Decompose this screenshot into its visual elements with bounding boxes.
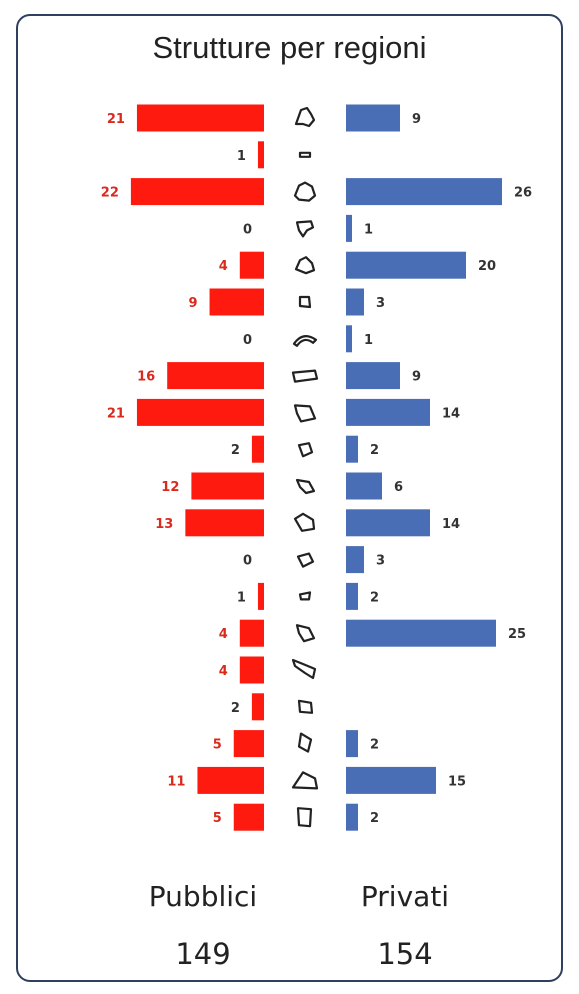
region-map-icon (295, 478, 316, 495)
region-map-icon (297, 699, 314, 714)
label-privati-value: 1 (364, 222, 373, 237)
bar-pubblici (167, 362, 264, 390)
total-privati: 154 (377, 937, 433, 971)
bar-pubblici (233, 730, 264, 758)
label-pubblici-value: 4 (219, 627, 228, 642)
label-privati-value: 9 (412, 112, 421, 127)
chart-title: Strutture per regioni (152, 30, 427, 65)
region-map-icon (291, 658, 317, 680)
region-map-icon (297, 442, 314, 458)
bar-pubblici (257, 582, 264, 610)
label-privati-value: 14 (442, 406, 460, 421)
label-privati-value: 3 (376, 296, 385, 311)
label-pubblici-value: 4 (219, 259, 228, 274)
region-map-icon (293, 512, 316, 532)
bar-privati (346, 362, 400, 390)
bar-privati (346, 435, 358, 463)
label-privati-value: 9 (412, 370, 421, 385)
label-privati-value: 20 (478, 259, 496, 274)
bar-pubblici (251, 435, 264, 463)
label-privati-value: 2 (370, 443, 379, 458)
bar-privati (346, 546, 364, 574)
total-pubblici: 149 (175, 937, 231, 971)
label-privati-value: 26 (514, 186, 532, 201)
bar-privati (346, 619, 496, 647)
region-map-icon (293, 404, 317, 423)
label-pubblici-value: 1 (237, 149, 246, 164)
label-privati-value: 2 (370, 590, 379, 605)
label-pubblici: Pubblici (148, 880, 258, 913)
label-pubblici-value: 12 (161, 480, 179, 495)
label-privati-value: 15 (448, 774, 466, 789)
label-pubblici-value: 2 (231, 443, 240, 458)
label-privati-value: 3 (376, 554, 385, 569)
label-pubblici-value: 0 (243, 222, 252, 237)
label-privati-value: 2 (370, 811, 379, 826)
bar-pubblici (191, 472, 264, 500)
label-pubblici-value: 2 (231, 701, 240, 716)
bar-pubblici (233, 803, 264, 831)
bar-pubblici (136, 398, 264, 426)
bar-pubblici (209, 288, 264, 316)
label-pubblici-value: 0 (243, 333, 252, 348)
bar-privati (346, 251, 466, 279)
bar-pubblici (239, 656, 264, 684)
label-privati: Privati (360, 880, 450, 913)
bar-privati (346, 803, 358, 831)
label-pubblici-value: 21 (107, 406, 125, 421)
label-privati-value: 1 (364, 333, 373, 348)
region-map-icon (296, 552, 315, 568)
label-pubblici-value: 5 (213, 811, 222, 826)
chart-frame (16, 14, 563, 982)
region-map-icon (298, 295, 312, 309)
region-map-icon (293, 181, 317, 202)
label-pubblici-value: 0 (243, 554, 252, 569)
bar-privati (346, 288, 364, 316)
label-pubblici-value: 4 (219, 664, 228, 679)
label-privati-value: 25 (508, 627, 526, 642)
label-privati-value: 6 (394, 480, 403, 495)
bar-pubblici (239, 251, 264, 279)
label-pubblici-value: 9 (189, 296, 198, 311)
region-map-icon (294, 256, 316, 275)
region-map-icon (294, 106, 316, 128)
bar-pubblici (257, 141, 264, 169)
label-privati-value: 14 (442, 517, 460, 532)
label-pubblici-value: 22 (101, 186, 119, 201)
bar-privati (346, 398, 430, 426)
bar-pubblici (136, 104, 264, 132)
label-pubblici-value: 11 (167, 774, 185, 789)
bar-privati (346, 582, 358, 610)
region-map-icon (297, 732, 313, 753)
bar-privati (346, 766, 436, 794)
region-map-icon (295, 220, 315, 238)
region-map-icon (298, 151, 312, 158)
label-pubblici-value: 16 (137, 370, 155, 385)
bar-privati (346, 104, 400, 132)
label-pubblici-value: 5 (213, 738, 222, 753)
region-map-icon (298, 591, 312, 601)
bar-privati (346, 472, 382, 500)
label-pubblici-value: 13 (155, 517, 173, 532)
bar-privati (346, 178, 502, 206)
region-map-icon (296, 807, 313, 828)
bar-pubblici (185, 509, 264, 537)
label-pubblici-value: 21 (107, 112, 125, 127)
bar-privati (346, 214, 352, 242)
region-map-icon (291, 369, 319, 383)
bar-pubblici (251, 693, 264, 721)
region-map-icon (291, 771, 319, 790)
bar-privati (346, 509, 430, 537)
bar-privati (346, 325, 352, 353)
region-map-icon (292, 335, 318, 347)
bar-pubblici (197, 766, 264, 794)
region-map-icon (295, 624, 316, 643)
label-privati-value: 2 (370, 738, 379, 753)
bar-pubblici (130, 178, 264, 206)
label-pubblici-value: 1 (237, 590, 246, 605)
bar-privati (346, 730, 358, 758)
bar-pubblici (239, 619, 264, 647)
